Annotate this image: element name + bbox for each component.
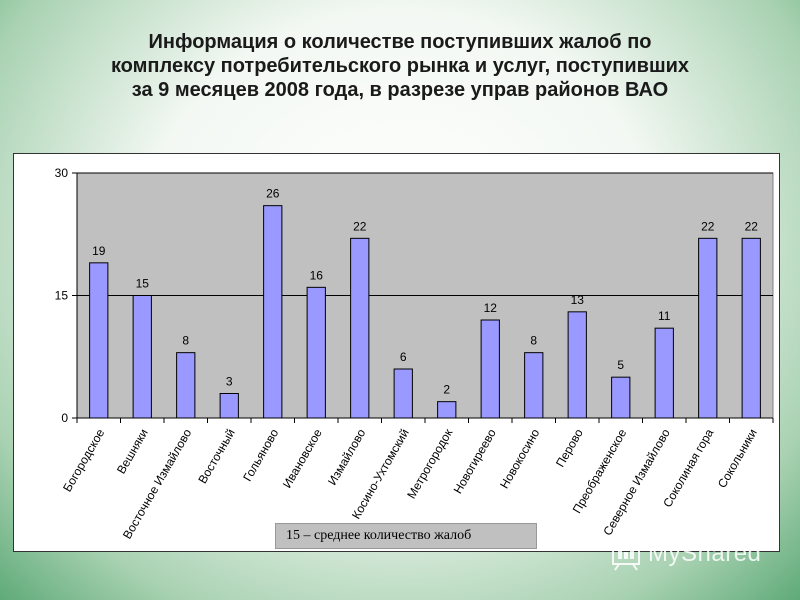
- data-label: 19: [92, 244, 106, 258]
- data-label: 22: [353, 219, 367, 233]
- bar: [132, 295, 152, 419]
- chart-frame: 0 15 30 19 Богородское 15 Вешняки 8 Восточное Из…: [13, 153, 780, 552]
- watermark-text: MyShared: [648, 540, 762, 567]
- x-tick-label: Богородское: [60, 426, 107, 494]
- x-tick-label: Новогиреево: [451, 426, 499, 496]
- data-label: 6: [400, 350, 407, 364]
- bar: [611, 376, 631, 419]
- x-tick-label: Перово: [553, 426, 586, 469]
- y-tick-label: 15: [55, 289, 69, 303]
- x-tick-label: Сокольники: [715, 427, 760, 491]
- x-tick-label: Новокосино: [497, 426, 542, 491]
- title-line-3: за 9 месяцев 2008 года, в разрезе управ …: [131, 79, 669, 101]
- bar: [480, 319, 500, 419]
- average-note: 15 – среднее количество жалоб: [275, 523, 537, 549]
- x-tick-label: Восточный: [195, 427, 237, 487]
- y-tick-label: 0: [61, 411, 68, 425]
- bar: [567, 311, 587, 419]
- data-label: 5: [617, 358, 624, 372]
- bar: [306, 286, 326, 419]
- data-label: 16: [310, 268, 324, 282]
- bar: [698, 237, 718, 419]
- data-label: 11: [658, 309, 671, 323]
- x-tick-label: Гольяново: [240, 426, 281, 484]
- bar: [219, 393, 239, 419]
- bar: [176, 352, 196, 419]
- data-label: 26: [266, 187, 280, 201]
- x-tick-label: Ивановское: [280, 426, 325, 490]
- data-label: 8: [530, 334, 537, 348]
- x-tick-label: Метрогородок: [404, 426, 456, 501]
- bar: [741, 237, 761, 419]
- x-tick-label: Измайлово: [325, 426, 369, 487]
- bar: [654, 327, 674, 419]
- data-label: 3: [226, 375, 233, 389]
- data-label: 12: [484, 301, 498, 315]
- bar: [350, 237, 370, 419]
- title-line-1: Информация о количестве поступивших жало…: [148, 31, 652, 53]
- data-label: 15: [136, 277, 150, 291]
- title-line-2: комплексу потребительского рынка и услуг…: [110, 55, 690, 77]
- slide-title: Информация о количестве поступивших жало…: [40, 30, 760, 102]
- bar: [524, 352, 544, 419]
- y-tick-label: 30: [55, 166, 69, 180]
- x-tick-label: Вешняки: [114, 427, 151, 477]
- data-label: 8: [182, 334, 189, 348]
- data-label: 2: [443, 383, 450, 397]
- bar: [393, 368, 413, 419]
- watermark: MyShared: [610, 538, 780, 572]
- bar: [263, 205, 283, 419]
- data-label: 22: [701, 219, 715, 233]
- bar: [89, 262, 109, 419]
- data-label: 13: [571, 293, 585, 307]
- data-label: 22: [745, 219, 759, 233]
- bar: [437, 401, 457, 419]
- watermark-logo-icon: [612, 543, 640, 571]
